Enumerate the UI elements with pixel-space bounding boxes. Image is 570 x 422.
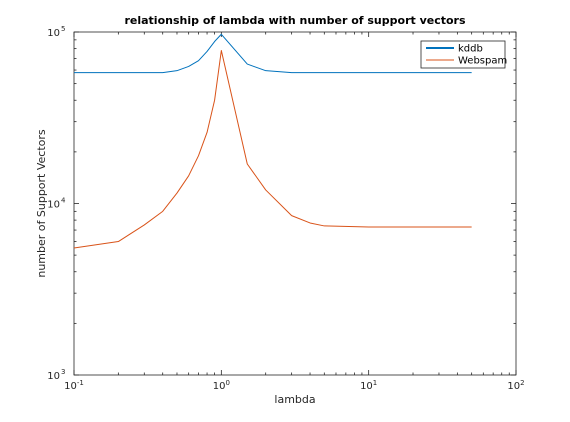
- data-point-webspam: [323, 225, 325, 227]
- y-tick-exponent: 5: [61, 25, 65, 33]
- series-lines: [73, 33, 472, 249]
- y-tick-exponent: 4: [61, 197, 66, 205]
- data-point-kddb: [176, 69, 178, 71]
- chart-title: relationship of lambda with number of su…: [124, 14, 466, 27]
- legend-box: [420, 40, 506, 69]
- data-point-kddb: [470, 71, 472, 73]
- legend-label-kddb: kddb: [458, 44, 483, 55]
- data-point-webspam: [197, 154, 199, 156]
- data-point-webspam: [143, 224, 145, 226]
- data-point-kddb: [367, 71, 369, 73]
- data-point-kddb: [187, 65, 189, 67]
- data-point-kddb: [162, 71, 164, 73]
- data-point-webspam: [213, 99, 215, 101]
- data-point-kddb: [412, 71, 414, 73]
- x-tick-label: 101: [360, 379, 377, 392]
- data-point-webspam: [206, 131, 208, 133]
- plot-area: [73, 31, 517, 376]
- y-axis-label: number of Support Vectors: [35, 129, 48, 278]
- data-point-webspam: [246, 163, 248, 165]
- y-tick-exponent: 3: [61, 368, 65, 376]
- data-point-kddb: [220, 33, 222, 35]
- data-point-webspam: [187, 175, 189, 177]
- data-point-webspam: [367, 226, 369, 228]
- data-point-kddb: [213, 40, 215, 42]
- data-point-kddb: [197, 60, 199, 62]
- x-tick-label: 10-1: [64, 379, 84, 392]
- data-point-webspam: [309, 222, 311, 224]
- data-point-webspam: [290, 214, 292, 216]
- y-tick-label: 10: [47, 200, 60, 211]
- series-line-webspam: [73, 50, 472, 249]
- data-point-webspam: [470, 226, 472, 228]
- data-point-webspam: [73, 247, 75, 249]
- data-point-webspam: [220, 49, 222, 51]
- series-line-kddb: [74, 33, 472, 74]
- y-tick-label: 10: [47, 371, 60, 382]
- data-point-webspam: [264, 189, 266, 191]
- data-point-kddb: [73, 71, 75, 73]
- data-point-kddb: [206, 50, 208, 52]
- x-axis-label: lambda: [274, 393, 315, 406]
- data-point-kddb: [117, 71, 119, 73]
- legend: kddb Webspam: [420, 40, 507, 69]
- data-point-kddb: [290, 71, 292, 73]
- data-point-kddb: [264, 69, 266, 71]
- data-point-webspam: [117, 240, 119, 242]
- data-point-webspam: [412, 226, 414, 228]
- data-point-kddb: [323, 71, 325, 73]
- data-point-webspam: [176, 192, 178, 194]
- data-point-kddb: [143, 71, 145, 73]
- data-point-webspam: [162, 210, 164, 212]
- x-tick-label: 100: [213, 379, 230, 392]
- data-point-kddb: [246, 63, 248, 65]
- legend-label-webspam: Webspam: [458, 56, 507, 67]
- x-tick-label: 102: [507, 379, 524, 392]
- y-tick-label: 10: [47, 28, 60, 39]
